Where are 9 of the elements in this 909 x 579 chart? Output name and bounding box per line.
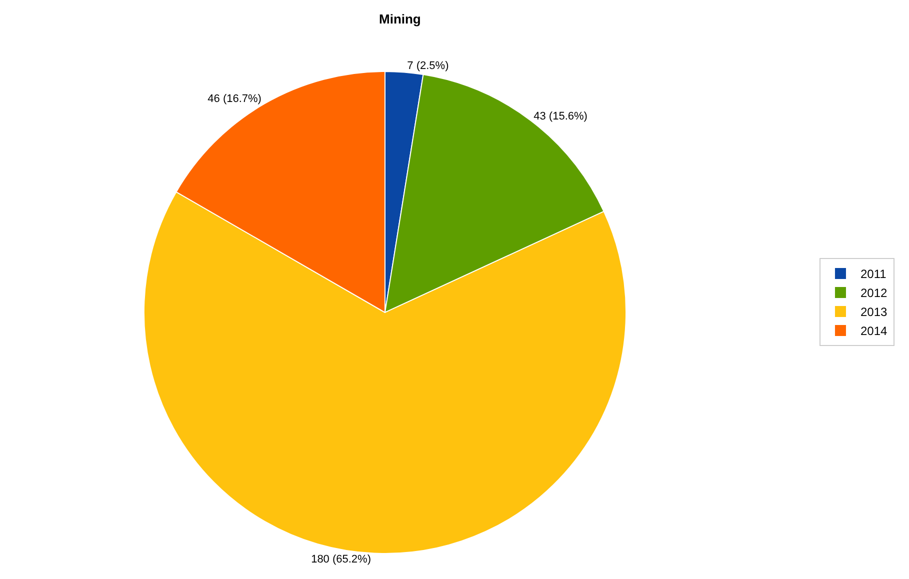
data-label: 46 (16.7%)	[208, 93, 262, 106]
legend-label: 2011	[860, 267, 887, 282]
data-label: 43 (15.6%)	[534, 110, 588, 123]
chart-title: Mining	[379, 12, 421, 27]
legend-label: 2013	[860, 305, 888, 320]
data-label: 7 (2.5%)	[407, 60, 449, 72]
legend-label: 2012	[860, 286, 888, 300]
legend-label: 2014	[860, 324, 888, 338]
data-label: 180 (65.2%)	[311, 553, 372, 566]
